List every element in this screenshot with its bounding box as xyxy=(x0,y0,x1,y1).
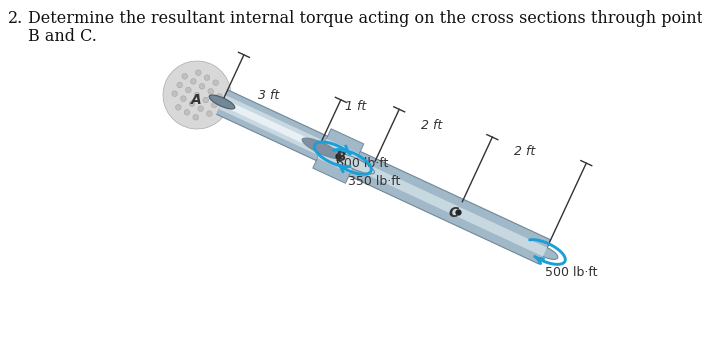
Text: 2.: 2. xyxy=(8,10,23,27)
Circle shape xyxy=(208,88,213,94)
Circle shape xyxy=(216,93,222,99)
Circle shape xyxy=(177,82,183,88)
Circle shape xyxy=(196,70,201,75)
Text: 600 lb·ft: 600 lb·ft xyxy=(336,157,389,170)
Polygon shape xyxy=(220,99,546,255)
Text: B and C.: B and C. xyxy=(28,28,97,45)
Polygon shape xyxy=(350,154,549,261)
Circle shape xyxy=(172,91,178,96)
Circle shape xyxy=(184,109,190,115)
Text: 500 lb·ft: 500 lb·ft xyxy=(545,266,597,279)
Circle shape xyxy=(176,104,181,110)
Polygon shape xyxy=(216,89,551,265)
Circle shape xyxy=(190,101,194,107)
Circle shape xyxy=(199,84,205,89)
Polygon shape xyxy=(217,90,550,264)
Text: 1 ft: 1 ft xyxy=(345,100,366,113)
Text: B: B xyxy=(336,150,346,164)
Ellipse shape xyxy=(335,153,374,174)
Circle shape xyxy=(190,79,196,84)
Circle shape xyxy=(204,75,210,80)
Circle shape xyxy=(198,106,204,112)
Polygon shape xyxy=(352,159,547,256)
Ellipse shape xyxy=(209,95,235,109)
Text: C: C xyxy=(449,206,458,220)
Text: 350 lb·ft: 350 lb·ft xyxy=(348,175,401,188)
Circle shape xyxy=(213,80,218,85)
Circle shape xyxy=(182,74,187,79)
Text: 2 ft: 2 ft xyxy=(514,145,536,159)
Text: 3 ft: 3 ft xyxy=(258,89,279,102)
Circle shape xyxy=(206,111,212,116)
Circle shape xyxy=(203,97,208,103)
Ellipse shape xyxy=(163,61,231,129)
Text: 2 ft: 2 ft xyxy=(420,119,442,132)
Ellipse shape xyxy=(532,245,558,259)
Circle shape xyxy=(193,115,199,120)
Ellipse shape xyxy=(302,138,342,159)
Text: A: A xyxy=(191,93,202,107)
Polygon shape xyxy=(219,95,548,259)
Circle shape xyxy=(180,96,186,102)
Circle shape xyxy=(185,87,191,93)
Text: Determine the resultant internal torque acting on the cross sections through poi: Determine the resultant internal torque … xyxy=(28,10,702,27)
Polygon shape xyxy=(317,138,359,173)
Circle shape xyxy=(211,102,217,108)
Polygon shape xyxy=(313,129,364,183)
Circle shape xyxy=(194,92,200,98)
